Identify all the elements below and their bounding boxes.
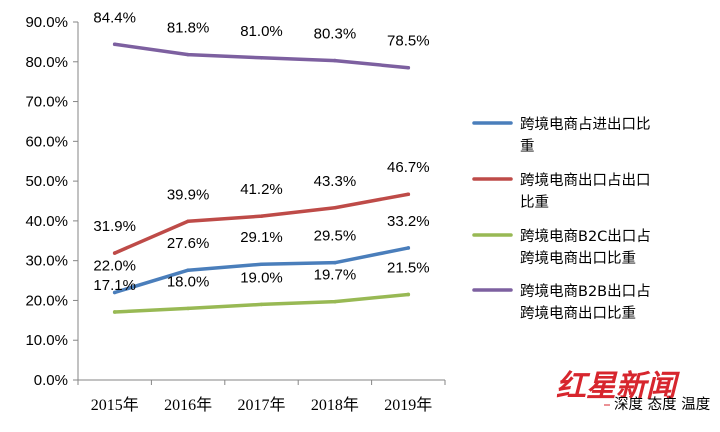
data-label: 17.1% <box>93 277 136 294</box>
data-label: 19.0% <box>240 269 283 286</box>
data-point <box>333 205 337 210</box>
data-point <box>406 192 411 197</box>
data-label: 19.7% <box>314 267 357 284</box>
data-label: 81.8% <box>167 20 210 37</box>
data-point <box>406 65 411 70</box>
data-point <box>112 310 117 314</box>
x-axis-tick-labels: 2015年 2016年 2017年 2018年 2019年 <box>77 380 446 414</box>
data-label: 29.5% <box>314 228 357 245</box>
legend-label-3: 跨境电商B2C出口占 <box>520 227 651 245</box>
data-point <box>333 299 337 304</box>
data-point <box>333 260 337 265</box>
data-point <box>186 306 190 311</box>
x-tick-label: 2019年 <box>384 396 432 414</box>
legend-label-1: 跨境电商占进出口比 <box>520 115 651 133</box>
legend-label-2: 比重 <box>520 194 549 211</box>
data-point <box>259 214 264 218</box>
legend-label-4: 跨境电商出口比重 <box>520 304 636 322</box>
y-tick-label: 60.0% <box>25 133 68 150</box>
data-label: 41.2% <box>240 181 283 198</box>
data-point <box>112 290 117 295</box>
y-axis-tick-labels: 0.0% 10.0% 20.0% 30.0% 40.0% 50.0% 60.0% 70.0% 8… <box>25 14 78 389</box>
data-label: 84.4% <box>93 9 136 26</box>
data-point <box>333 58 337 63</box>
axes <box>77 22 445 381</box>
legend-label-2: 跨境电商出口占出口 <box>520 171 651 189</box>
x-tick-label: 2018年 <box>311 396 359 414</box>
data-point <box>186 268 190 273</box>
watermark-slogan: 深度 态度 温度 <box>614 396 710 413</box>
y-tick-label: 10.0% <box>25 332 68 349</box>
data-label: 80.3% <box>314 26 357 43</box>
y-tick-label: 0.0% <box>34 372 68 389</box>
data-label: 31.9% <box>93 218 136 235</box>
data-label: 18.0% <box>167 273 210 290</box>
data-point <box>186 219 190 224</box>
data-label: 43.3% <box>314 173 357 190</box>
data-label: 46.7% <box>387 159 430 176</box>
data-label: 39.9% <box>167 186 210 203</box>
legend-label-1: 重 <box>520 138 535 155</box>
legend: 跨境电商占进出口比重跨境电商出口占出口比重跨境电商B2C出口占跨境电商出口比重跨… <box>472 115 651 322</box>
data-label: 81.0% <box>240 23 283 40</box>
y-tick-label: 30.0% <box>25 253 68 270</box>
x-tick-label: 2017年 <box>237 396 285 414</box>
data-point <box>406 246 411 250</box>
series-lines <box>112 42 411 314</box>
data-label: 21.5% <box>387 259 430 276</box>
y-tick-label: 80.0% <box>25 54 68 71</box>
data-point <box>112 42 117 47</box>
legend-label-3: 跨境电商出口比重 <box>520 249 636 267</box>
data-point <box>259 56 264 60</box>
data-labels: 22.0% 27.6% 29.1% 29.5% 33.2% 31.9% 39.9% 41.2%… <box>93 9 429 294</box>
data-point <box>186 52 190 57</box>
data-point <box>259 302 264 307</box>
y-tick-label: 20.0% <box>25 292 68 309</box>
data-label: 33.2% <box>387 213 430 230</box>
x-tick-label: 2016年 <box>164 396 212 414</box>
data-point <box>406 292 411 297</box>
y-tick-label: 40.0% <box>25 213 68 230</box>
legend-label-4: 跨境电商B2B出口占 <box>520 282 651 300</box>
y-tick-label: 90.0% <box>25 14 68 31</box>
data-point <box>259 262 264 267</box>
watermark-brand: 红星新闻 <box>556 369 680 404</box>
data-label: 78.5% <box>387 33 430 50</box>
data-label: 29.1% <box>240 229 283 246</box>
data-label: 22.0% <box>93 257 136 274</box>
x-tick-label: 2015年 <box>91 396 139 414</box>
data-point <box>112 251 117 255</box>
data-label: 27.6% <box>167 235 210 252</box>
y-tick-label: 50.0% <box>25 173 68 190</box>
y-tick-label: 70.0% <box>25 94 68 111</box>
